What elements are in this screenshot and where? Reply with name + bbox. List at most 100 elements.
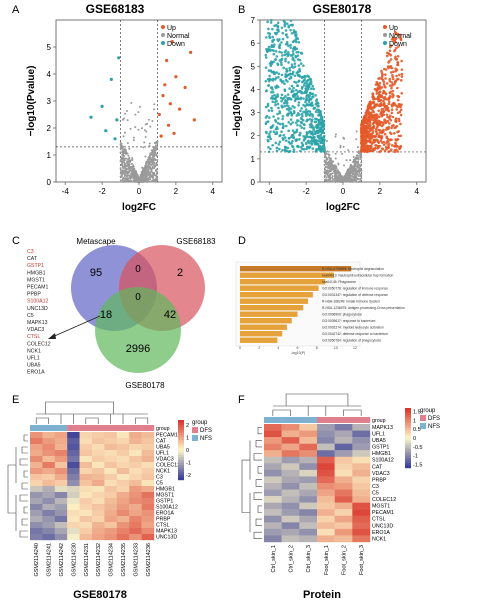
a-normal-point xyxy=(122,172,125,175)
e-cell xyxy=(116,432,130,439)
b-point-down xyxy=(270,106,273,110)
panel-b-y-ticks: 0 1 2 3 4 5 6 7 xyxy=(251,16,260,187)
b-x-tick-label: -4 xyxy=(266,187,274,196)
venn-gene-name: HMGB1 xyxy=(27,270,46,276)
e-cell xyxy=(79,480,93,487)
b-point-down xyxy=(316,147,320,151)
b-point-up xyxy=(395,74,398,78)
f-cell xyxy=(334,515,353,523)
e-cell xyxy=(141,528,155,535)
a-normal-point xyxy=(153,153,156,156)
e-cell xyxy=(79,444,93,451)
e-row-label: MAPK13 xyxy=(156,529,177,535)
b-point-up xyxy=(387,127,390,130)
b-point-down xyxy=(305,103,309,106)
b-point-down xyxy=(307,146,310,149)
b-point-down xyxy=(264,53,268,57)
b-point-up xyxy=(395,68,399,72)
e-cell xyxy=(30,498,43,505)
a-normal-point xyxy=(124,112,127,115)
a-normal-point xyxy=(128,176,131,179)
b-point-down xyxy=(297,50,300,54)
b-normal-point xyxy=(329,176,332,179)
a-normal-point xyxy=(141,171,144,174)
a-normal-point xyxy=(151,120,154,123)
e-cell xyxy=(79,474,93,481)
e-group-cell xyxy=(42,425,55,431)
f-group-legend-swatch xyxy=(420,423,426,429)
f-scale-step xyxy=(405,440,411,444)
a-normal-point xyxy=(121,165,124,168)
b-point-down xyxy=(278,50,281,54)
e-cell xyxy=(79,438,93,445)
b-point-up xyxy=(373,97,377,101)
b-normal-point xyxy=(327,171,330,174)
e-cell xyxy=(42,510,55,517)
b-normal-point xyxy=(356,172,359,175)
e-cell xyxy=(104,504,117,511)
b-normal-point xyxy=(356,166,359,169)
panel-letter-a: A xyxy=(12,4,20,16)
b-point-down xyxy=(267,146,270,149)
b-point-up xyxy=(391,77,395,81)
e-column-label: GSM2114233 xyxy=(133,543,139,577)
a-normal-point xyxy=(119,179,122,182)
b-point-down xyxy=(268,49,272,52)
e-cell xyxy=(104,510,117,517)
b-point-down xyxy=(322,139,326,142)
b-normal-point xyxy=(344,180,347,183)
b-point-down xyxy=(318,119,322,122)
a-normal-point xyxy=(130,180,133,183)
b-point-down xyxy=(289,76,293,80)
b-point-down xyxy=(269,96,273,100)
f-row-label: C5 xyxy=(372,490,379,496)
b-normal-point xyxy=(355,138,358,141)
b-point-down xyxy=(264,122,268,126)
b-point-down xyxy=(273,93,276,97)
b-point-down xyxy=(284,29,288,32)
b-normal-point xyxy=(330,172,333,175)
e-cell xyxy=(92,432,105,439)
a-normal-point xyxy=(150,159,153,162)
b-normal-point xyxy=(337,175,340,178)
a-point-down xyxy=(89,115,93,119)
b-point-up xyxy=(377,96,381,99)
e-cell xyxy=(30,492,43,499)
b-normal-point xyxy=(334,135,337,138)
b-point-down xyxy=(275,99,278,103)
b-point-down xyxy=(288,66,292,70)
panel-letter-e: E xyxy=(12,394,19,406)
e-scale-step xyxy=(178,437,184,441)
b-point-down xyxy=(271,77,275,81)
b-point-down xyxy=(323,146,326,150)
b-point-down xyxy=(283,21,287,24)
b-point-down xyxy=(297,64,301,67)
f-scale-step xyxy=(405,410,411,414)
a-normal-point xyxy=(152,174,155,177)
panel-a-points xyxy=(89,40,196,141)
a-normal-point xyxy=(131,165,134,168)
venn-gene-name: NCK1 xyxy=(27,348,41,354)
e-cell xyxy=(92,516,105,523)
b-point-up xyxy=(392,123,395,127)
f-cell xyxy=(299,489,318,497)
b-point-down xyxy=(316,142,320,146)
f-cell xyxy=(352,483,371,490)
b-point-down xyxy=(292,46,296,49)
b-y-tick-label: 3 xyxy=(251,109,256,118)
f-group-cell xyxy=(281,417,300,423)
b-point-down xyxy=(267,109,271,112)
b-point-up xyxy=(375,144,379,147)
b-point-down xyxy=(299,124,302,127)
e-cell xyxy=(116,504,130,511)
b-point-down xyxy=(299,109,302,113)
a-normal-point xyxy=(123,174,126,177)
e-cell xyxy=(30,438,43,445)
b-point-up xyxy=(394,46,398,50)
e-cell xyxy=(54,528,68,535)
b-point-up xyxy=(378,81,382,85)
b-point-up xyxy=(387,142,391,146)
b-point-down xyxy=(321,121,325,125)
b-point-down xyxy=(297,40,301,44)
a-normal-point xyxy=(133,178,136,181)
